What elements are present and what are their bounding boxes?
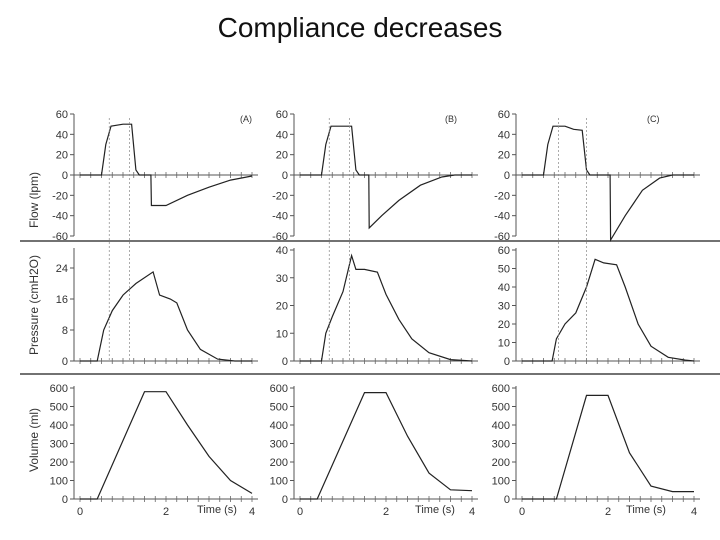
- y-tick-label: 10: [276, 328, 288, 340]
- y-tick-label: -40: [494, 211, 510, 223]
- y-tick-label: 8: [62, 325, 68, 337]
- x-tick-label: 4: [691, 506, 697, 518]
- y-tick-label: 100: [270, 476, 288, 488]
- y-tick-label: 200: [492, 457, 510, 469]
- series-line: [522, 125, 694, 243]
- y-tick-label: 40: [498, 129, 510, 141]
- y-tick-label: 0: [282, 356, 288, 368]
- y-tick-label: 60: [498, 109, 510, 121]
- x-tick-label: 0: [519, 506, 525, 518]
- y-tick-label: 60: [498, 245, 510, 257]
- slide-title: Compliance decreases: [217, 12, 503, 43]
- y-axis-label: Pressure (cmH2O): [27, 255, 41, 355]
- y-tick-label: 20: [498, 150, 510, 162]
- panel-label: (C): [647, 114, 660, 124]
- x-tick-label: 2: [163, 506, 169, 518]
- y-tick-label: 40: [276, 245, 288, 257]
- y-tick-label: 40: [276, 129, 288, 141]
- y-tick-label: 20: [56, 150, 68, 162]
- y-tick-label: 0: [504, 494, 510, 506]
- y-tick-label: 100: [50, 476, 68, 488]
- y-tick-label: 300: [270, 439, 288, 451]
- y-tick-label: 50: [498, 264, 510, 276]
- y-tick-label: 24: [56, 263, 68, 275]
- y-axis-label: Flow (lpm): [27, 172, 41, 228]
- series-line: [300, 253, 473, 362]
- y-tick-label: 600: [270, 383, 288, 395]
- y-tick-label: 400: [492, 420, 510, 432]
- x-tick-label: 0: [297, 506, 303, 518]
- y-axis-label: Volume (ml): [27, 408, 41, 472]
- y-tick-label: 400: [50, 420, 68, 432]
- y-tick-label: 60: [276, 109, 288, 121]
- x-axis-label: Time (s): [197, 504, 237, 516]
- y-tick-label: -40: [272, 211, 288, 223]
- y-tick-label: 200: [270, 457, 288, 469]
- x-tick-label: 4: [469, 506, 475, 518]
- y-tick-label: 100: [492, 476, 510, 488]
- y-tick-label: -20: [52, 190, 68, 202]
- y-tick-label: 0: [62, 170, 68, 182]
- y-tick-label: 500: [492, 402, 510, 414]
- y-tick-label: 500: [50, 402, 68, 414]
- y-tick-label: 0: [62, 356, 68, 368]
- y-tick-label: 500: [270, 402, 288, 414]
- y-tick-label: -20: [494, 190, 510, 202]
- series-line: [80, 270, 252, 362]
- y-tick-label: 0: [504, 170, 510, 182]
- x-axis-label: Time (s): [626, 504, 666, 516]
- x-tick-label: 0: [77, 506, 83, 518]
- panel-label: (A): [240, 114, 252, 124]
- series-line: [300, 392, 473, 500]
- x-axis-label: Time (s): [415, 504, 455, 516]
- y-tick-label: 30: [498, 301, 510, 313]
- y-tick-label: 300: [50, 439, 68, 451]
- y-tick-label: 40: [498, 282, 510, 294]
- y-tick-label: 40: [56, 129, 68, 141]
- y-tick-label: 300: [492, 439, 510, 451]
- series-line: [522, 394, 694, 500]
- x-tick-label: 4: [249, 506, 255, 518]
- y-tick-label: 200: [50, 457, 68, 469]
- x-tick-label: 2: [605, 506, 611, 518]
- y-tick-label: 0: [282, 170, 288, 182]
- y-tick-label: 0: [504, 356, 510, 368]
- y-tick-label: 600: [492, 383, 510, 395]
- y-tick-label: 20: [498, 319, 510, 331]
- y-tick-label: 10: [498, 338, 510, 350]
- y-tick-label: 20: [276, 150, 288, 162]
- series-line: [80, 123, 253, 207]
- y-tick-label: -40: [52, 211, 68, 223]
- series-line: [80, 391, 253, 500]
- y-tick-label: -60: [272, 231, 288, 243]
- x-tick-label: 2: [383, 506, 389, 518]
- y-tick-label: 60: [56, 109, 68, 121]
- y-tick-label: -20: [272, 190, 288, 202]
- y-tick-label: 600: [50, 383, 68, 395]
- y-tick-label: 0: [282, 494, 288, 506]
- series-line: [522, 258, 695, 362]
- y-tick-label: 30: [276, 273, 288, 285]
- series-line: [300, 125, 472, 230]
- y-tick-label: 0: [62, 494, 68, 506]
- y-tick-label: 400: [270, 420, 288, 432]
- y-tick-label: 20: [276, 301, 288, 313]
- y-tick-label: 16: [56, 294, 68, 306]
- y-tick-label: -60: [52, 231, 68, 243]
- y-tick-label: -60: [494, 231, 510, 243]
- panel-label: (B): [445, 114, 457, 124]
